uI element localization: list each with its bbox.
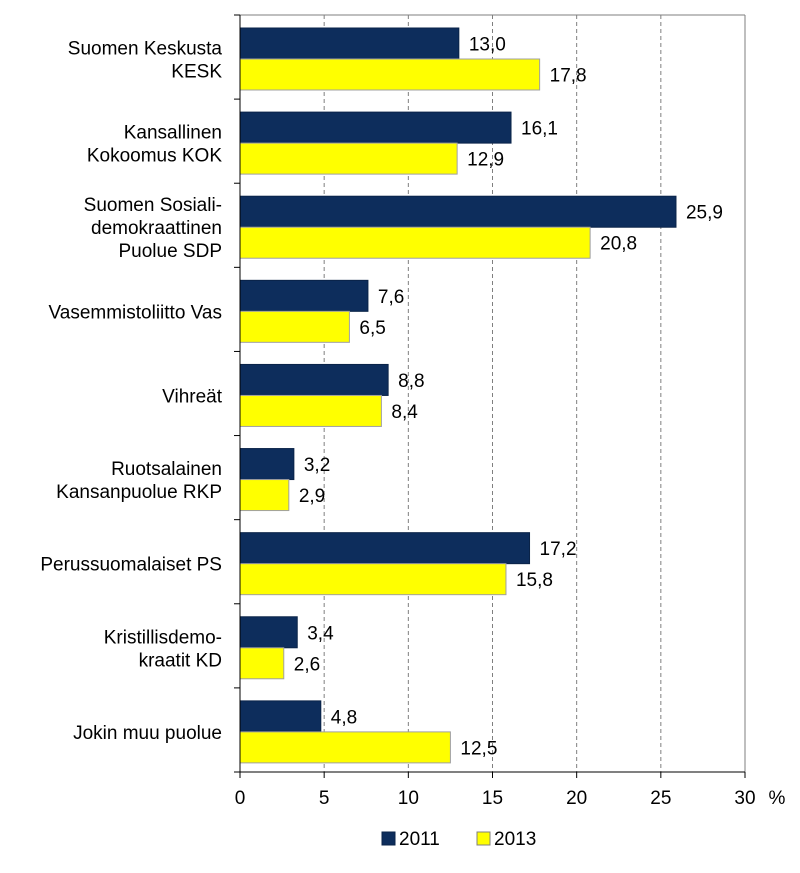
category-label: Kokoomus KOK — [87, 146, 222, 167]
bar-2013 — [239, 479, 290, 512]
bar-2013 — [239, 731, 451, 764]
category-label: Ruotsalainen — [111, 459, 222, 480]
bar-2013 — [239, 142, 458, 175]
x-tick-label: 0 — [235, 788, 246, 809]
data-label: 20,8 — [600, 234, 637, 255]
category-label: Puolue SDP — [118, 241, 222, 262]
axes — [234, 14, 746, 778]
bar-2011 — [239, 27, 460, 60]
category-label: Perussuomalaiset PS — [40, 555, 222, 576]
bar-2013 — [239, 58, 541, 91]
bar-2013 — [239, 226, 591, 259]
legend-swatch-2011 — [381, 831, 396, 846]
x-tick-label: 25 — [650, 788, 671, 809]
category-label: Kansallinen — [124, 123, 222, 144]
category-label: Vasemmistoliitto Vas — [48, 302, 222, 323]
category-label: demokraattinen — [91, 218, 222, 239]
x-tick-label: 5 — [319, 788, 330, 809]
data-label: 17,8 — [550, 66, 587, 87]
category-label: Jokin muu puolue — [73, 723, 222, 744]
data-label: 12,5 — [460, 738, 497, 759]
data-label: 2,9 — [299, 486, 325, 507]
bar-2011 — [239, 448, 295, 481]
bar-2013 — [239, 394, 382, 427]
x-tick-label: 10 — [398, 788, 419, 809]
data-label: 8,8 — [398, 371, 424, 392]
data-label: 16,1 — [521, 119, 558, 140]
data-label: 25,9 — [686, 203, 723, 224]
category-label: kraatit KD — [139, 650, 222, 671]
bar-2011 — [239, 195, 677, 228]
x-tick-label: 30 — [734, 788, 755, 809]
x-unit-label: % — [769, 788, 786, 809]
bar-2013 — [239, 563, 507, 596]
data-label: 2,6 — [294, 654, 320, 675]
data-label: 12,9 — [467, 150, 504, 171]
category-label: KESK — [171, 62, 222, 83]
category-label: Kristillisdemo- — [104, 627, 222, 648]
data-label: 3,2 — [304, 455, 330, 476]
bar-2011 — [239, 363, 389, 396]
legend-label-2013: 2013 — [494, 829, 536, 850]
bars — [239, 27, 677, 764]
legend: 2011 2013 — [381, 829, 536, 850]
category-label: Kansanpuolue RKP — [56, 482, 222, 503]
data-label: 6,5 — [359, 318, 385, 339]
bar-2011 — [239, 616, 298, 649]
bar-2013 — [239, 647, 285, 680]
bar-2013 — [239, 310, 350, 343]
data-label: 7,6 — [378, 287, 404, 308]
bar-2011 — [239, 532, 531, 565]
category-label: Suomen Sosiali- — [84, 195, 222, 216]
data-label: 3,4 — [307, 623, 334, 644]
category-label: Suomen Keskusta — [68, 39, 223, 60]
legend-label-2011: 2011 — [399, 829, 440, 850]
data-label: 8,4 — [391, 402, 418, 423]
legend-swatch-2013 — [476, 831, 491, 846]
data-label: 4,8 — [331, 707, 357, 728]
x-tick-label: 15 — [482, 788, 503, 809]
data-label: 17,2 — [540, 539, 577, 560]
bar-2011 — [239, 700, 322, 733]
bar-2011 — [239, 279, 369, 312]
x-tick-label: 20 — [566, 788, 587, 809]
category-label: Vihreät — [162, 386, 223, 407]
data-label: 13,0 — [469, 35, 506, 56]
data-label: 15,8 — [516, 570, 553, 591]
bar-2011 — [239, 111, 512, 144]
